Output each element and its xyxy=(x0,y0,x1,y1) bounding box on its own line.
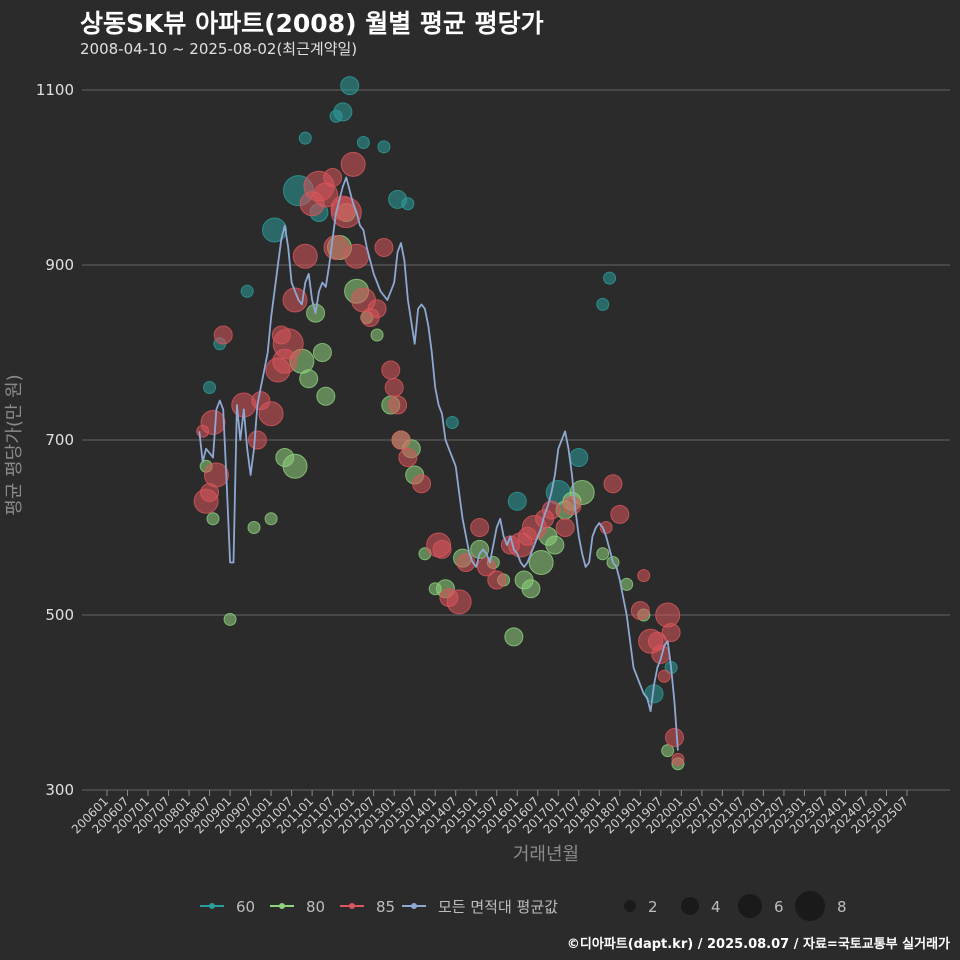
scatter-point-80 xyxy=(661,744,675,758)
legend-size-swatch xyxy=(738,894,762,918)
avg-line xyxy=(198,176,679,751)
scatter-point-85 xyxy=(367,299,387,319)
scatter-point-85 xyxy=(665,728,685,747)
scatter-point-60 xyxy=(262,217,288,243)
legend-point-swatch xyxy=(279,903,285,909)
scatter-point-85 xyxy=(391,430,411,450)
scatter-point-80 xyxy=(504,627,524,647)
legend-point-swatch xyxy=(411,903,417,909)
scatter-point-85 xyxy=(292,243,318,269)
scatter-point-60 xyxy=(401,197,415,211)
legend-size-swatch xyxy=(624,900,636,912)
y-tick-label: 900 xyxy=(45,256,74,274)
scatter-point-80 xyxy=(247,521,261,534)
scatter-point-60 xyxy=(445,416,459,429)
scatter-point-85 xyxy=(476,557,496,577)
legend-point-swatch xyxy=(349,903,355,909)
x-axis-title: 거래년월 xyxy=(513,844,579,865)
legend-label: 80 xyxy=(306,898,325,916)
scatter-point-80 xyxy=(528,550,554,575)
legend-size-label: 2 xyxy=(648,898,658,916)
scatter-point-85 xyxy=(282,287,308,313)
legend-size-label: 6 xyxy=(774,898,784,916)
scatter-point-60 xyxy=(203,381,217,394)
scatter-point-85 xyxy=(203,462,229,488)
scatter-point-85 xyxy=(384,378,404,397)
legend-size-label: 8 xyxy=(837,898,847,916)
scatter-point-80 xyxy=(596,547,610,561)
scatter-point-85 xyxy=(344,243,370,269)
chart-title: 상동SK뷰 아파트(2008) 월별 평균 평당가 xyxy=(80,9,544,38)
scatter-point-85 xyxy=(272,328,304,360)
scatter-point-85 xyxy=(213,325,233,345)
scatter-point-60 xyxy=(569,448,589,467)
scatter-point-60 xyxy=(333,102,353,122)
scatter-point-80 xyxy=(223,612,237,626)
scatter-point-80 xyxy=(316,386,336,406)
scatter-point-80 xyxy=(206,512,220,526)
scatter-point-80 xyxy=(282,453,308,479)
scatter-point-80 xyxy=(299,369,319,389)
scatter-point-80 xyxy=(264,512,278,526)
scatter-point-80 xyxy=(620,577,634,591)
scatter-point-85 xyxy=(323,168,343,187)
legend-size-swatch xyxy=(795,891,825,921)
scatter-point-85 xyxy=(630,601,650,621)
scatter-point-60 xyxy=(507,491,527,511)
scatter-point-85 xyxy=(388,395,408,415)
scatter-point-85 xyxy=(200,410,226,435)
scatter-point-80 xyxy=(521,579,541,599)
legend-point-swatch xyxy=(209,903,215,909)
scatter-point-85 xyxy=(340,151,366,177)
y-tick-label: 500 xyxy=(45,606,74,624)
scatter-point-60 xyxy=(340,76,360,96)
scatter-point-85 xyxy=(247,430,267,450)
scatter-point-85 xyxy=(258,401,284,427)
scatter-point-60 xyxy=(596,297,610,311)
scatter-point-85 xyxy=(374,238,394,257)
scatter-point-85 xyxy=(555,518,575,537)
scatter-point-85 xyxy=(661,623,681,642)
scatter-point-85 xyxy=(637,569,651,583)
scatter-point-80 xyxy=(470,539,490,559)
legend-label: 60 xyxy=(236,898,255,916)
scatter-point-85 xyxy=(432,539,452,559)
scatter-point-85 xyxy=(381,360,401,380)
scatter-point-85 xyxy=(398,448,418,467)
scatter-point-85 xyxy=(655,602,681,628)
scatter-point-80 xyxy=(370,328,384,342)
source-credit: ©디아파트(dapt.kr) / 2025.08.07 / 자료=국토교통부 실… xyxy=(566,937,950,952)
scatter-point-85 xyxy=(412,474,432,494)
scatter-point-60 xyxy=(240,284,254,298)
legend-label: 85 xyxy=(376,898,395,916)
scatter-point-85 xyxy=(657,669,671,683)
scatter-point-80 xyxy=(312,343,332,362)
chart-subtitle: 2008-04-10 ~ 2025-08-02(최근계약일) xyxy=(80,40,358,58)
legend-size-label: 4 xyxy=(711,898,721,916)
y-tick-label: 1100 xyxy=(36,81,74,99)
scatter-point-85 xyxy=(562,496,582,516)
scatter-point-85 xyxy=(603,474,623,494)
y-axis-title: 평균 평당가(만 원) xyxy=(4,374,25,515)
scatter-point-85 xyxy=(541,500,561,520)
y-tick-label: 700 xyxy=(45,431,74,449)
scatter-point-60 xyxy=(603,271,617,285)
legend-label: 모든 면적대 평균값 xyxy=(438,898,558,916)
scatter-point-60 xyxy=(298,131,312,145)
scatter-point-60 xyxy=(356,136,370,149)
scatter-point-60 xyxy=(377,140,391,154)
legend-size-swatch xyxy=(681,897,699,915)
scatter-point-85 xyxy=(610,504,630,524)
scatter-point-80 xyxy=(545,535,565,555)
scatter-point-85 xyxy=(446,589,472,615)
scatter-point-85 xyxy=(470,518,490,537)
scatter-point-85 xyxy=(487,570,507,590)
scatter-point-85 xyxy=(671,752,685,766)
y-tick-label: 300 xyxy=(45,781,74,799)
